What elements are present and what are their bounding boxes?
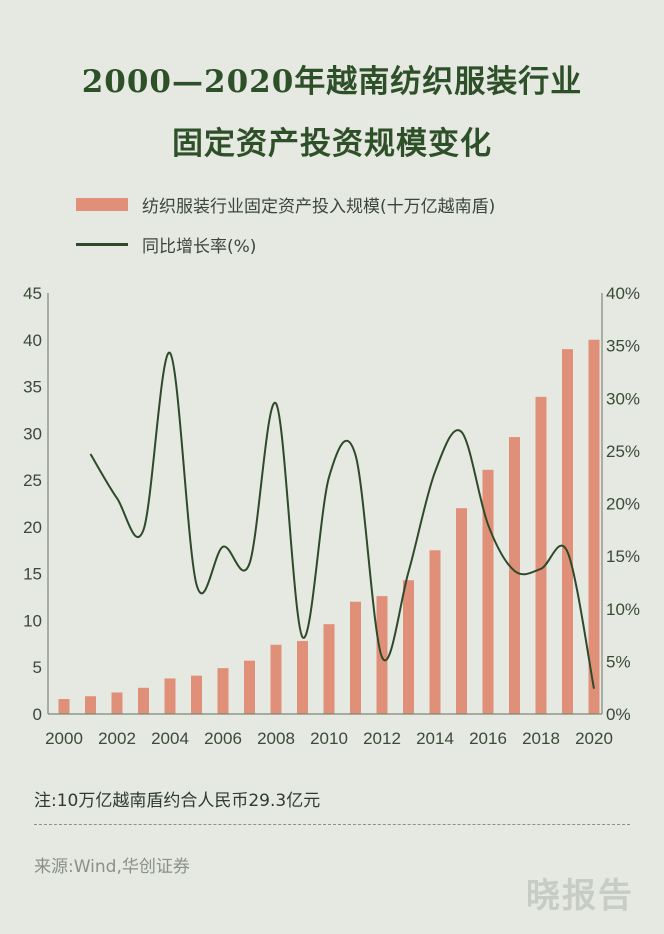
- bar-2019: [562, 349, 573, 714]
- bar-2005: [191, 675, 202, 714]
- right-tick-3: 15%: [606, 547, 640, 566]
- bar-2017: [509, 437, 520, 714]
- x-tick-2004: 2004: [151, 729, 189, 748]
- bar-2008: [270, 644, 282, 714]
- right-tick-7: 35%: [606, 337, 640, 356]
- x-tick-2008: 2008: [257, 729, 295, 748]
- left-tick-0: 0: [33, 705, 42, 724]
- line-series: [89, 351, 595, 689]
- left-tick-30: 30: [23, 424, 42, 443]
- bar-2000: [58, 699, 70, 714]
- left-axis-ticks: 0 5 10 15 20 25 30 35 40 45: [23, 284, 42, 724]
- bar-2020: [588, 339, 600, 714]
- x-tick-2002: 2002: [98, 729, 136, 748]
- bar-2015: [456, 508, 467, 714]
- x-tick-2010: 2010: [310, 729, 348, 748]
- bar-2004: [164, 678, 176, 714]
- x-tick-2018: 2018: [522, 729, 560, 748]
- bar-2011: [350, 601, 361, 714]
- growth-rate-line: [89, 351, 595, 689]
- bar-2010: [323, 624, 335, 714]
- bar-2003: [138, 687, 149, 714]
- x-axis-ticks: 2000 2002 2004 2006 2008 2010 2012 2014 2016 2018…: [45, 729, 613, 748]
- right-tick-8: 40%: [606, 284, 640, 303]
- bar-2001: [85, 696, 96, 714]
- left-tick-10: 10: [23, 611, 42, 630]
- bar-2002: [111, 692, 123, 714]
- right-tick-0: 0%: [606, 705, 631, 724]
- chart-title-line2: 固定资产投资规模变化: [172, 126, 492, 162]
- right-tick-6: 30%: [606, 389, 640, 408]
- x-tick-2014: 2014: [416, 729, 454, 748]
- left-tick-20: 20: [23, 518, 42, 537]
- left-tick-45: 45: [23, 284, 42, 303]
- x-tick-2000: 2000: [45, 729, 83, 748]
- right-axis-ticks: 0% 5% 10% 15% 20% 25% 30% 35% 40%: [606, 284, 640, 724]
- legend-line-label: 同比增长率(%): [142, 236, 257, 257]
- left-tick-25: 25: [23, 471, 42, 490]
- left-tick-5: 5: [33, 658, 42, 677]
- right-tick-1: 5%: [606, 652, 631, 671]
- bar-series: [58, 339, 600, 714]
- source-text: 来源:Wind,华创证券: [34, 857, 190, 877]
- chart-title-line1: 2000—2020年越南纺织服装行业: [81, 64, 583, 100]
- chart-axes: [47, 293, 603, 715]
- x-tick-2016: 2016: [469, 729, 507, 748]
- brand-watermark: 晓报告: [526, 876, 634, 916]
- left-tick-35: 35: [23, 378, 42, 397]
- x-tick-2006: 2006: [204, 729, 242, 748]
- divider: [34, 824, 630, 825]
- legend-bar-label: 纺织服装行业固定资产投入规模(十万亿越南盾): [142, 196, 496, 217]
- right-tick-4: 20%: [606, 495, 640, 514]
- bar-2016: [482, 469, 494, 714]
- x-tick-2020: 2020: [575, 729, 613, 748]
- legend-item-line: 同比增长率(%): [76, 232, 257, 257]
- legend-bar-swatch: [76, 197, 128, 211]
- footnote: 注:10万亿越南盾约合人民币29.3亿元: [34, 791, 321, 811]
- legend-line-swatch: [76, 242, 128, 246]
- left-tick-15: 15: [23, 565, 42, 584]
- right-tick-5: 25%: [606, 442, 640, 461]
- bar-2018: [535, 396, 547, 714]
- right-tick-2: 10%: [606, 600, 640, 619]
- x-tick-2012: 2012: [363, 729, 401, 748]
- left-tick-40: 40: [23, 331, 42, 350]
- bar-2009: [297, 641, 308, 714]
- bar-2014: [429, 550, 441, 714]
- bar-2013: [403, 580, 414, 714]
- combo-chart: 0 5 10 15 20 25 30 35 40 45 0% 5% 10% 15% 20% 25% 30% 35…: [23, 284, 640, 748]
- legend-item-bar: 纺织服装行业固定资产投入规模(十万亿越南盾): [76, 192, 496, 217]
- bar-2006: [217, 668, 229, 714]
- bar-2007: [244, 660, 255, 714]
